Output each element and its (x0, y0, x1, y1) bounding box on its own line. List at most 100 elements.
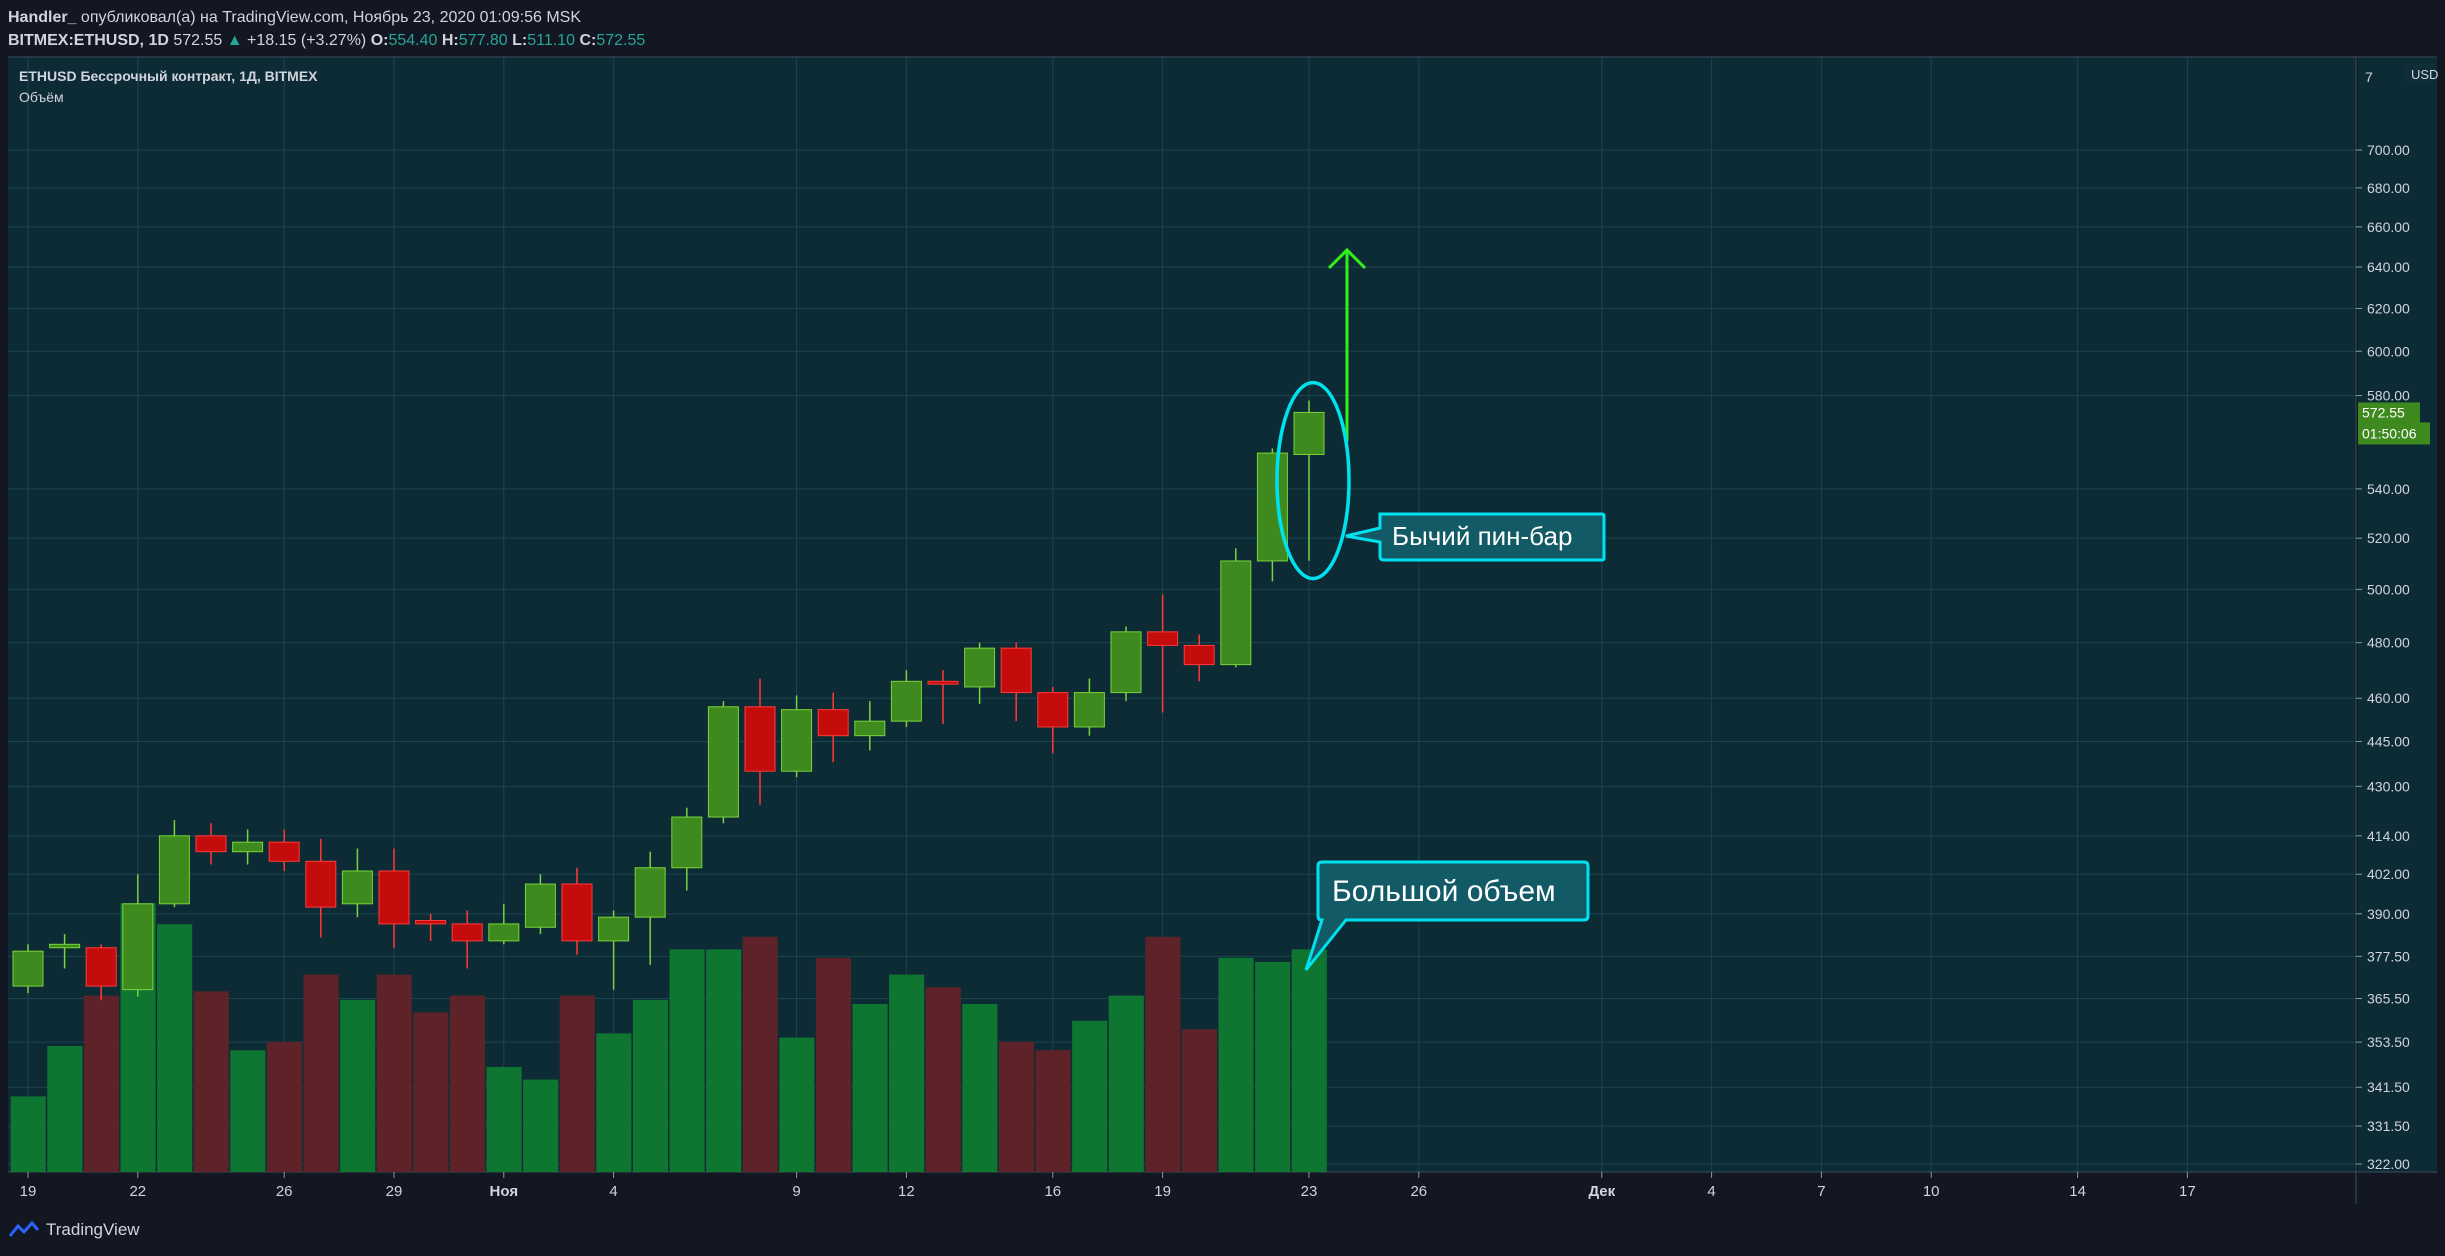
volume-bar (230, 1050, 266, 1172)
candle-body (964, 647, 996, 688)
volume-bar (998, 1041, 1034, 1172)
volume-bar (889, 974, 925, 1172)
price-scale-area[interactable] (2358, 57, 2437, 1172)
price-scale-top-label: 7 (2365, 69, 2373, 85)
candle-body (1037, 692, 1069, 728)
time-tick-label: 4 (1707, 1183, 1715, 1200)
price-tick-label: 620.00 (2367, 300, 2410, 316)
candle-body (1147, 631, 1179, 646)
volume-callout[interactable]: Большой объем (1304, 860, 1590, 971)
volume-bar (1218, 957, 1254, 1172)
high-value: 577.80 (458, 32, 508, 49)
candle-body (598, 916, 630, 942)
candle-body (890, 680, 922, 722)
candle-body (268, 841, 300, 862)
time-tick-label: 29 (386, 1183, 403, 1200)
volume-bar (47, 1046, 83, 1172)
volume-bar (962, 1004, 998, 1172)
pin-bar-callout-box[interactable] (1345, 512, 1606, 562)
candle-body (158, 835, 190, 905)
volume-bar (1035, 1050, 1071, 1172)
arrow-head (1327, 247, 1367, 270)
price-tick-label: 460.00 (2367, 690, 2410, 706)
price-tick-label: 341.50 (2367, 1079, 2410, 1095)
price-tick-label: 680.00 (2367, 180, 2410, 196)
price-tick-label: 322.00 (2367, 1156, 2410, 1172)
volume-bar (1181, 1029, 1217, 1172)
candle-series (12, 400, 1325, 1001)
pin-bar-ellipse-shape (1275, 380, 1351, 581)
candle-body (744, 706, 776, 772)
pin-bar-callout[interactable]: Бычий пин-бар (1345, 512, 1606, 562)
candle-body (854, 720, 886, 737)
candle-body (195, 835, 227, 853)
volume-bar (815, 957, 851, 1172)
publish-line: Handler_ опубликовал(а) на TradingView.c… (8, 6, 645, 29)
candle-body (817, 709, 849, 737)
currency-box[interactable] (2404, 64, 2436, 84)
price-tick-label: 580.00 (2367, 388, 2410, 404)
volume-callout-box[interactable] (1304, 860, 1590, 971)
volume-bar (1255, 962, 1291, 1172)
candle-body (49, 943, 81, 949)
price-tick-label: 445.00 (2367, 734, 2410, 750)
price-tick-label: 390.00 (2367, 906, 2410, 922)
time-tick-label: 17 (2179, 1183, 2196, 1200)
chart-header: Handler_ опубликовал(а) на TradingView.c… (8, 6, 645, 52)
price-tick-label: 700.00 (2367, 142, 2410, 158)
volume-bar (413, 1012, 449, 1172)
candle-body (781, 709, 813, 772)
tradingview-footer[interactable]: TradingView (8, 1220, 140, 1240)
volume-bar (449, 995, 485, 1172)
time-tick-label: 23 (1301, 1183, 1318, 1200)
pin-bar-ellipse[interactable] (1275, 380, 1351, 581)
time-tick-label: 7 (1817, 1183, 1825, 1200)
volume-bar (559, 995, 595, 1172)
price-tick-label: 430.00 (2367, 778, 2410, 794)
currency-label[interactable]: USD (2411, 67, 2438, 82)
time-tick-label: 12 (898, 1183, 915, 1200)
volume-label: Большой объем (1332, 875, 1556, 908)
volume-bar (1108, 995, 1144, 1172)
last-price-badge-text: 572.55 (2362, 404, 2405, 420)
time-tick-label: 9 (792, 1183, 800, 1200)
up-arrow-drawing[interactable] (1327, 247, 1367, 442)
volume-bar (852, 1004, 888, 1172)
candle-body (12, 950, 44, 987)
time-tick-label: 22 (129, 1183, 146, 1200)
volume-bar (925, 987, 961, 1172)
last-price-badge (2358, 402, 2420, 423)
candle-body (561, 883, 593, 942)
price-tick-label: 520.00 (2367, 530, 2410, 546)
low-value: 511.10 (527, 32, 576, 49)
time-tick-label: Ноя (490, 1183, 519, 1200)
candle-body (1110, 631, 1142, 694)
countdown-text: 01:50:06 (2362, 425, 2417, 441)
candle-body (415, 920, 447, 925)
volume-bar (1291, 949, 1327, 1172)
price-tick-label: 480.00 (2367, 635, 2410, 651)
volume-bar (706, 949, 742, 1172)
candle-body (634, 867, 666, 918)
time-tick-label: 19 (1154, 1183, 1171, 1200)
volume-bar (596, 1033, 632, 1172)
time-tick-label: 10 (1923, 1183, 1940, 1200)
volume-bar (632, 999, 668, 1172)
volume-bar (266, 1041, 302, 1172)
candle-body (1073, 692, 1105, 728)
price-tick-label: 365.50 (2367, 991, 2410, 1007)
tradingview-brand: TradingView (46, 1220, 140, 1239)
candle-body (524, 883, 556, 928)
legend-volume: Объём (19, 89, 64, 105)
volume-bar (10, 1096, 46, 1172)
price-tick-label: 500.00 (2367, 581, 2410, 597)
author-name[interactable]: Handler_ (8, 9, 77, 26)
volume-bar (193, 991, 229, 1172)
volume-bar (669, 949, 705, 1172)
change-arrow-icon: ▲ (226, 32, 243, 49)
time-tick-label: 26 (1410, 1183, 1427, 1200)
price-tick-label: 600.00 (2367, 343, 2410, 359)
tradingview-logo-icon (8, 1220, 40, 1237)
time-tick-label: 14 (2069, 1183, 2086, 1200)
